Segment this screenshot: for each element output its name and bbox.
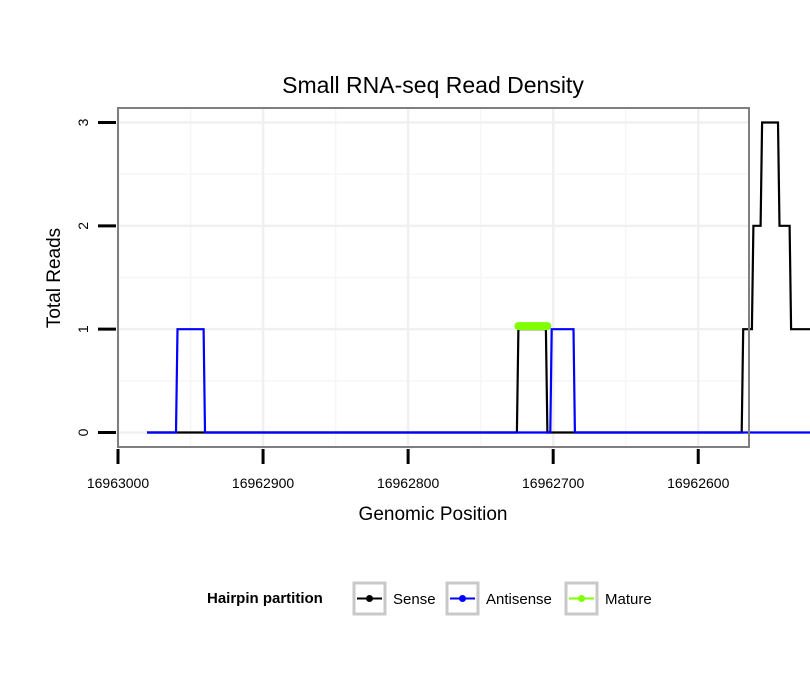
legend-entry-mature: Mature — [564, 581, 652, 616]
plot-border — [117, 107, 750, 448]
x-axis-label: Genomic Position — [359, 504, 508, 525]
grid-minor — [118, 108, 749, 447]
y-tick-label: 1 — [75, 325, 91, 333]
chart-title: Small RNA-seq Read Density — [282, 72, 584, 98]
x-tick-label: 16963000 — [87, 475, 150, 491]
legend-key-point — [578, 595, 585, 602]
legend-key-box — [564, 581, 599, 616]
x-axis-ticks: 16963000 16962900 16962800 16962700 16962600 — [87, 449, 730, 491]
legend-label: Sense — [393, 591, 436, 608]
legend-title: Hairpin partition — [207, 590, 323, 607]
x-tick-label: 16962600 — [667, 475, 730, 491]
legend-label: Antisense — [486, 591, 552, 608]
y-tick-label: 3 — [75, 118, 91, 126]
y-tick-label: 0 — [75, 428, 91, 436]
x-tick-label: 16962700 — [522, 475, 585, 491]
legend-key-point — [366, 595, 373, 602]
y-tick-label: 2 — [75, 222, 91, 230]
legend-entry-antisense: Antisense — [445, 581, 552, 616]
series-layer — [147, 121, 810, 434]
series-line-antisense — [147, 328, 810, 434]
legend-key-point — [459, 595, 466, 602]
x-tick-label: 16962900 — [232, 475, 295, 491]
x-tick-label: 16962800 — [377, 475, 440, 491]
legend-entries: Sense Antisense Mature — [352, 581, 652, 616]
y-axis-label: Total Reads — [44, 228, 65, 328]
legend-entry-sense: Sense — [352, 581, 436, 616]
legend-label: Mature — [605, 591, 652, 608]
legend: Hairpin partition Sense Antisense Mature — [207, 581, 652, 616]
y-axis-ticks: 0 1 2 3 — [75, 118, 116, 436]
